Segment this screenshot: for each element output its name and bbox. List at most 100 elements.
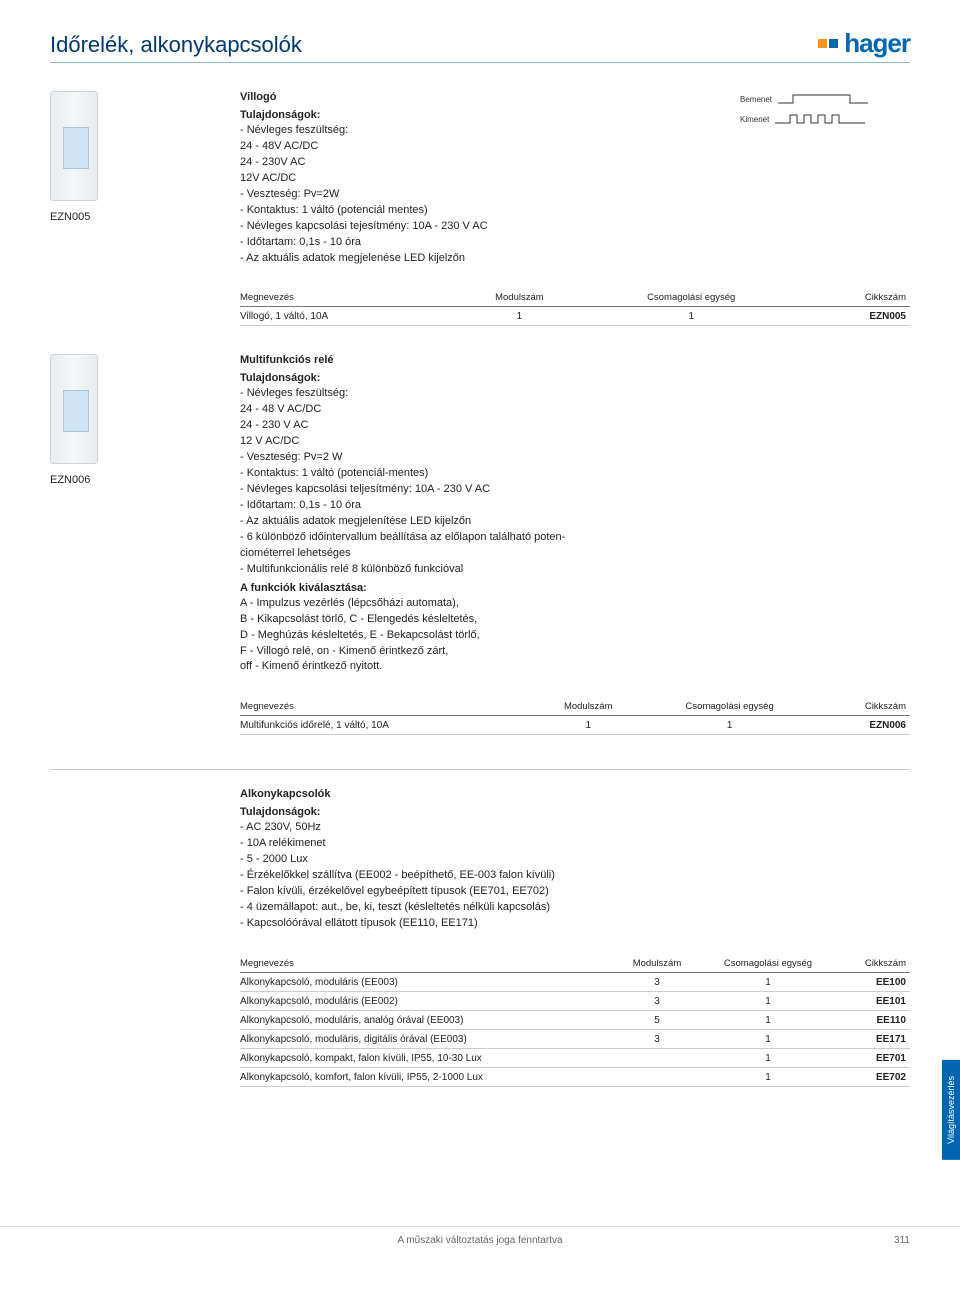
footer-center: A műszaki változtatás joga fenntartva xyxy=(397,1235,562,1246)
th-ref: Cikkszám xyxy=(803,288,910,307)
cell-pack: 1 xyxy=(584,307,803,326)
product-table: Megnevezés Modulszám Csomagolási egység … xyxy=(240,697,910,735)
th-ref: Cikkszám xyxy=(822,697,910,716)
table-row: Alkonykapcsoló, moduláris (EE003)31EE100 xyxy=(240,972,910,991)
props-heading: Tulajdonságok: xyxy=(240,109,720,121)
cell-name: Alkonykapcsoló, moduláris, digitális órá… xyxy=(240,1029,619,1048)
table-wrap: Megnevezés Modulszám Csomagolási egység … xyxy=(240,954,910,1115)
product-center-col: Alkonykapcsolók Tulajdonságok: - AC 230V… xyxy=(240,788,720,954)
page-footer: A műszaki változtatás joga fenntartva 31… xyxy=(0,1226,960,1260)
th-name: Megnevezés xyxy=(240,954,619,973)
page: Időrelék, alkonykapcsolók hager EZN005 V… xyxy=(0,0,960,1260)
th-pack: Csomagolási egység xyxy=(699,954,840,973)
product-table: Megnevezés Modulszám Csomagolási egység … xyxy=(240,954,910,1087)
cell-name: Alkonykapcsoló, moduláris (EE003) xyxy=(240,972,619,991)
cell-ref: EZN005 xyxy=(803,307,910,326)
product-left-col xyxy=(50,788,220,954)
cell-pack: 1 xyxy=(699,972,840,991)
empty-right xyxy=(740,788,910,954)
product-image xyxy=(50,91,98,201)
table-row: Alkonykapcsoló, moduláris, digitális órá… xyxy=(240,1029,910,1048)
brand-logo: hager xyxy=(818,30,910,56)
diagram-output-label: Kimenet xyxy=(740,115,769,124)
section-ezn005: EZN005 Villogó Tulajdonságok: - Névleges… xyxy=(50,91,910,354)
props-list: - Névleges feszültség: 24 - 48V AC/DC 24… xyxy=(240,123,720,266)
section-alkony: Alkonykapcsolók Tulajdonságok: - AC 230V… xyxy=(50,788,910,1115)
cell-name: Multifunkciós időrelé, 1 váltó, 10A xyxy=(240,716,539,735)
th-name: Megnevezés xyxy=(240,288,459,307)
product-center-col: Villogó Tulajdonságok: - Névleges feszül… xyxy=(240,91,720,288)
th-modules: Modulszám xyxy=(619,954,700,973)
product-left-col: EZN006 xyxy=(50,354,220,697)
props-heading: Tulajdonságok: xyxy=(240,806,720,818)
cell-modules: 3 xyxy=(619,991,700,1010)
th-pack: Csomagolási egység xyxy=(642,697,822,716)
table-row: Alkonykapcsoló, moduláris (EE002)31EE101 xyxy=(240,991,910,1010)
cell-modules xyxy=(619,1048,700,1067)
table-wrap: Megnevezés Modulszám Csomagolási egység … xyxy=(240,697,910,763)
cell-modules xyxy=(619,1067,700,1086)
cell-ref: EE110 xyxy=(841,1010,910,1029)
th-ref: Cikkszám xyxy=(841,954,910,973)
table-row: Alkonykapcsoló, komfort, falon kívüli, I… xyxy=(240,1067,910,1086)
table-row: Alkonykapcsoló, moduláris, analóg órával… xyxy=(240,1010,910,1029)
th-modules: Modulszám xyxy=(459,288,584,307)
props-list: - AC 230V, 50Hz - 10A relékimenet - 5 - … xyxy=(240,820,720,932)
logo-text: hager xyxy=(844,30,910,56)
side-tab: Világításvezérlés xyxy=(942,1060,960,1160)
cell-name: Alkonykapcsoló, moduláris, analóg órával… xyxy=(240,1010,619,1029)
cell-name: Alkonykapcsoló, moduláris (EE002) xyxy=(240,991,619,1010)
cell-name: Villogó, 1 váltó, 10A xyxy=(240,307,459,326)
cell-ref: EE701 xyxy=(841,1048,910,1067)
product-left-col: EZN005 xyxy=(50,91,220,288)
cell-modules: 3 xyxy=(619,972,700,991)
signal-diagram: Bemenet Kimenet xyxy=(740,91,910,288)
product-code: EZN005 xyxy=(50,211,220,223)
table-row: Alkonykapcsoló, kompakt, falon kívüli, I… xyxy=(240,1048,910,1067)
cell-ref: EE702 xyxy=(841,1067,910,1086)
empty-right xyxy=(740,354,910,697)
section-title: Multifunkciós relé xyxy=(240,354,720,366)
section-title: Alkonykapcsolók xyxy=(240,788,720,800)
product-image xyxy=(50,354,98,464)
section-title: Villogó xyxy=(240,91,720,103)
props-list: - Névleges feszültség: 24 - 48 V AC/DC 2… xyxy=(240,386,720,577)
th-name: Megnevezés xyxy=(240,697,539,716)
cell-modules: 1 xyxy=(459,307,584,326)
cell-name: Alkonykapcsoló, kompakt, falon kívüli, I… xyxy=(240,1048,619,1067)
cell-pack: 1 xyxy=(699,1010,840,1029)
cell-pack: 1 xyxy=(642,716,822,735)
th-modules: Modulszám xyxy=(539,697,642,716)
output-waveform-icon xyxy=(775,111,865,127)
cell-ref: EE101 xyxy=(841,991,910,1010)
section-ezn006: EZN006 Multifunkciós relé Tulajdonságok:… xyxy=(50,354,910,788)
cell-pack: 1 xyxy=(699,1067,840,1086)
cell-ref: EE100 xyxy=(841,972,910,991)
th-pack: Csomagolási egység xyxy=(584,288,803,307)
product-code: EZN006 xyxy=(50,474,220,486)
product-table: Megnevezés Modulszám Csomagolási egység … xyxy=(240,288,910,326)
cell-name: Alkonykapcsoló, komfort, falon kívüli, I… xyxy=(240,1067,619,1086)
logo-square-icon xyxy=(829,39,838,48)
cell-pack: 1 xyxy=(699,991,840,1010)
cell-ref: EZN006 xyxy=(822,716,910,735)
cell-ref: EE171 xyxy=(841,1029,910,1048)
functions-heading: A funkciók kiválasztása: xyxy=(240,582,720,594)
diagram-input-label: Bemenet xyxy=(740,95,772,104)
cell-pack: 1 xyxy=(699,1029,840,1048)
page-header: Időrelék, alkonykapcsolók hager xyxy=(50,30,910,63)
page-title: Időrelék, alkonykapcsolók xyxy=(50,32,302,58)
cell-modules: 3 xyxy=(619,1029,700,1048)
input-waveform-icon xyxy=(778,91,868,107)
logo-square-icon xyxy=(818,39,827,48)
props-heading: Tulajdonságok: xyxy=(240,372,720,384)
cell-pack: 1 xyxy=(699,1048,840,1067)
table-row: Villogó, 1 váltó, 10A 1 1 EZN005 xyxy=(240,307,910,326)
product-center-col: Multifunkciós relé Tulajdonságok: - Névl… xyxy=(240,354,720,697)
functions-list: A - Impulzus vezérlés (lépcsőházi automa… xyxy=(240,596,720,676)
cell-modules: 1 xyxy=(539,716,642,735)
table-wrap: Megnevezés Modulszám Csomagolási egység … xyxy=(240,288,910,354)
section-divider xyxy=(50,769,910,770)
cell-modules: 5 xyxy=(619,1010,700,1029)
table-row: Multifunkciós időrelé, 1 váltó, 10A 1 1 … xyxy=(240,716,910,735)
